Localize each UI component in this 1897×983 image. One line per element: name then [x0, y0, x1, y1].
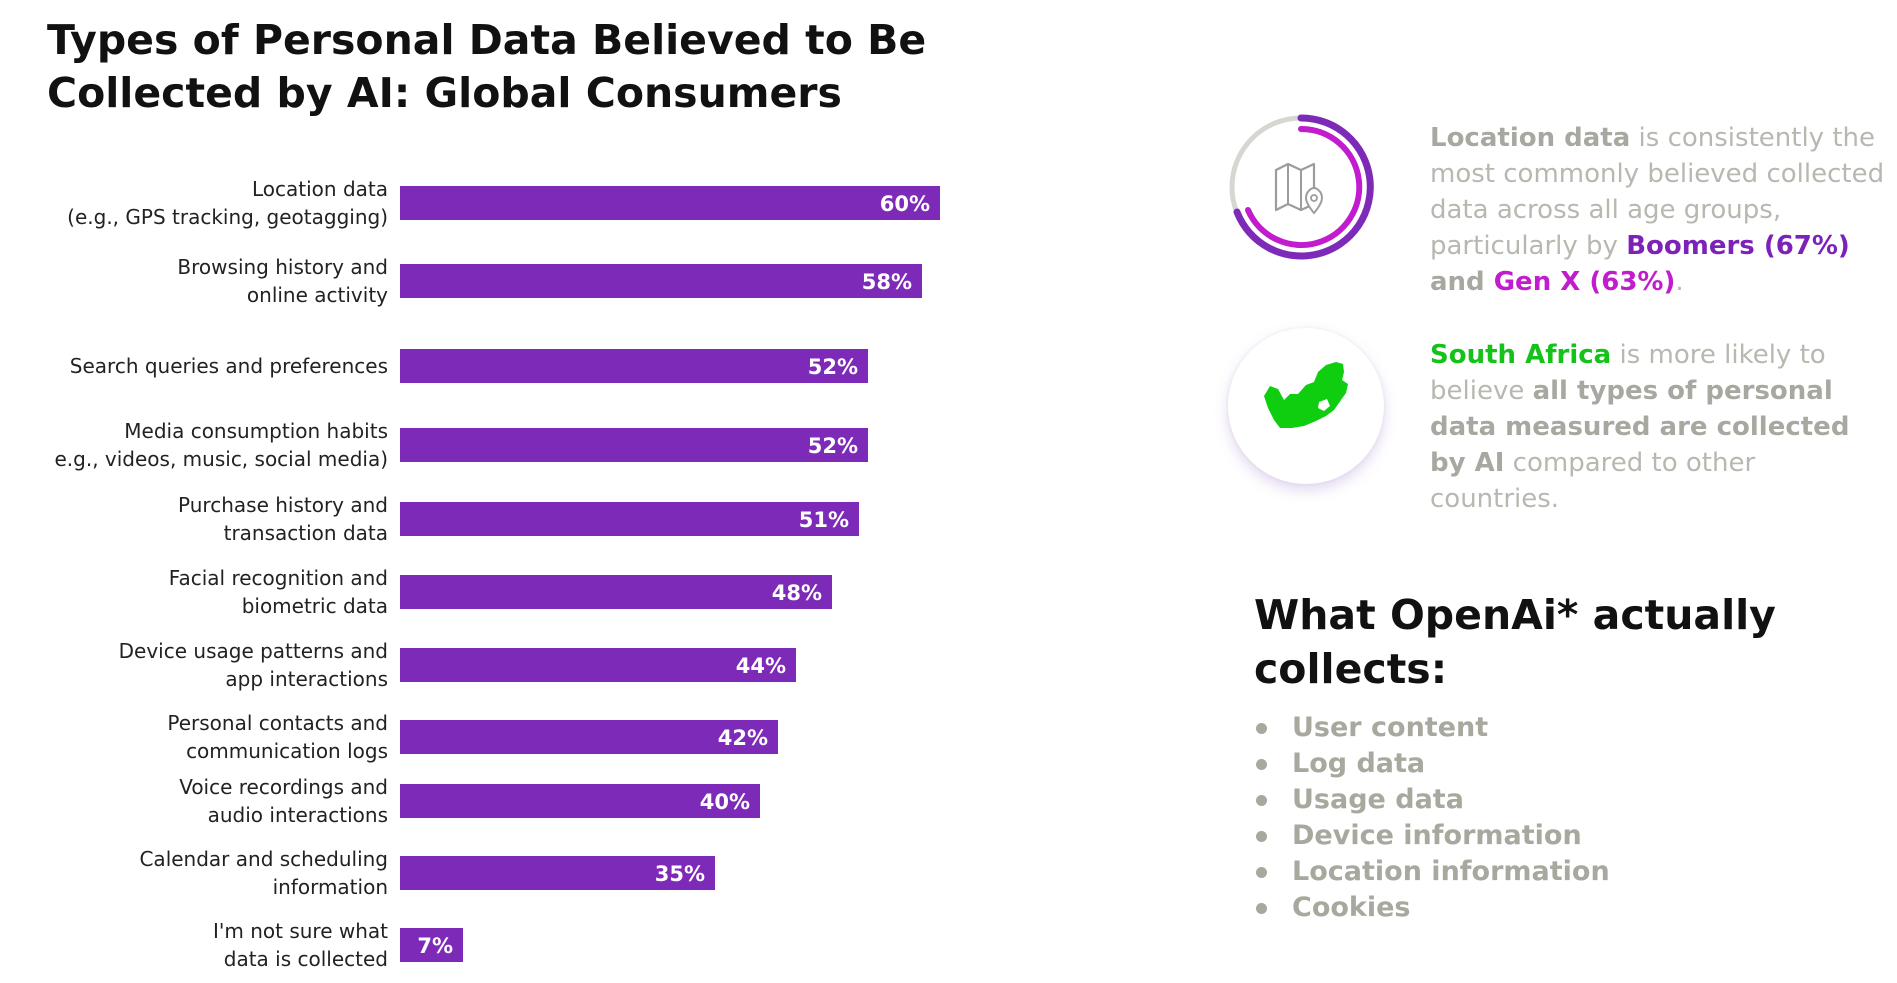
list-item-label: Cookies	[1292, 892, 1411, 923]
list-item: User content	[1254, 710, 1610, 746]
category-label-line: Media consumption habits	[124, 419, 388, 443]
bar-value-label: 58%	[862, 270, 912, 294]
bar-chart: Location data (e.g., GPS tracking, geotag…	[54, 177, 940, 971]
list-item: Location information	[1254, 854, 1610, 890]
category-label-line: (e.g., GPS tracking, geotagging)	[67, 205, 388, 229]
category-label-line: online activity	[247, 283, 388, 307]
category-label-line: app interactions	[225, 667, 388, 691]
category-label-line: communication logs	[186, 739, 388, 763]
location-text-3: .	[1675, 267, 1684, 297]
sa-text-2: compared to other countries.	[1430, 448, 1756, 514]
category-label: Browsing history and online activity	[177, 255, 388, 307]
list-item-label: Usage data	[1292, 784, 1464, 815]
location-callout: Location data is consistently the most c…	[1430, 120, 1890, 300]
list-item: Device information	[1254, 818, 1610, 854]
list-item-label: Device information	[1292, 820, 1582, 851]
map-pin-ring-icon	[1226, 112, 1376, 262]
list-item: Log data	[1254, 746, 1610, 782]
category-label-line: data is collected	[224, 947, 388, 971]
category-label-line: biometric data	[242, 594, 388, 618]
category-label-line: audio interactions	[208, 803, 388, 827]
bullet-icon	[1256, 831, 1267, 842]
chart-title: Types of Personal Data Believed to Be Co…	[47, 16, 927, 117]
bar	[400, 502, 859, 536]
boomers-stat: Boomers (67%)	[1626, 231, 1850, 261]
bar-value-label: 60%	[880, 192, 930, 216]
bar	[400, 428, 868, 462]
sa-bold-mid: all types of personal data measured are …	[1430, 376, 1850, 478]
category-label: Facial recognition and biometric data	[169, 566, 388, 618]
genx-stat: Gen X (63%)	[1493, 267, 1676, 297]
list-item-label: User content	[1292, 712, 1489, 743]
category-label-line: Browsing history and	[177, 255, 388, 279]
bar	[400, 186, 940, 220]
south-africa-callout: South Africa is more likely to believe a…	[1430, 337, 1890, 517]
list-item-label: Log data	[1292, 748, 1426, 779]
bar	[400, 264, 922, 298]
category-label-line: Calendar and scheduling	[139, 847, 388, 871]
bar-value-label: 42%	[718, 726, 768, 750]
location-text-2: and	[1430, 267, 1494, 297]
category-label-line: information	[273, 875, 388, 899]
bar	[400, 720, 778, 754]
openai-collects-list: User content Log data Usage data Device inf…	[1254, 710, 1610, 926]
bar-value-label: 48%	[772, 581, 822, 605]
bar	[400, 928, 463, 962]
south-africa-map-icon	[1228, 328, 1384, 484]
category-label-line: Search queries and preferences	[70, 354, 388, 378]
category-label: Personal contacts and communication logs	[167, 711, 388, 763]
bullet-icon	[1256, 867, 1267, 878]
location-text-1: is consistently the most commonly believ…	[1430, 123, 1885, 261]
category-label: Voice recordings and audio interactions	[179, 775, 388, 827]
category-label-line: I'm not sure what	[213, 919, 388, 943]
category-label-line: Purchase history and	[178, 493, 388, 517]
category-label-line: Voice recordings and	[179, 775, 388, 799]
category-label: Device usage patterns and app interaction…	[119, 639, 388, 691]
bar	[400, 648, 796, 682]
sa-text-1: is more likely to believe	[1430, 340, 1826, 406]
category-label-line: Facial recognition and	[169, 566, 388, 590]
bar	[400, 349, 868, 383]
bullet-icon	[1256, 795, 1267, 806]
list-item: Usage data	[1254, 782, 1610, 818]
bar-value-label: 52%	[808, 434, 858, 458]
category-label-line: e.g., videos, music, social media)	[54, 447, 388, 471]
bullet-icon	[1256, 723, 1267, 734]
location-lead: Location data	[1430, 123, 1631, 153]
bullet-icon	[1256, 903, 1267, 914]
category-label: Media consumption habits e.g., videos, mu…	[54, 419, 388, 471]
category-label-line: transaction data	[224, 521, 388, 545]
category-label: Purchase history and transaction data	[178, 493, 388, 545]
category-label-line: Location data	[252, 177, 388, 201]
bar-value-label: 35%	[655, 862, 705, 886]
category-label-line: Device usage patterns and	[119, 639, 388, 663]
bar-value-label: 40%	[700, 790, 750, 814]
bullet-icon	[1256, 759, 1267, 770]
openai-heading: What OpenAi* actually collects:	[1254, 591, 1776, 693]
bar-value-label: 52%	[808, 355, 858, 379]
bar	[400, 856, 715, 890]
list-item-label: Location information	[1292, 856, 1610, 887]
category-label: Location data (e.g., GPS tracking, geotag…	[67, 177, 388, 229]
category-label: Search queries and preferences	[70, 354, 388, 378]
category-label: I'm not sure what data is collected	[213, 919, 388, 971]
bar	[400, 575, 832, 609]
category-label: Calendar and scheduling information	[139, 847, 388, 899]
list-item: Cookies	[1254, 890, 1610, 926]
bar-value-label: 51%	[799, 508, 849, 532]
bar	[400, 784, 760, 818]
bar-value-label: 7%	[417, 934, 453, 958]
bar-value-label: 44%	[736, 654, 786, 678]
south-africa-lead: South Africa	[1430, 340, 1612, 370]
category-label-line: Personal contacts and	[167, 711, 388, 735]
